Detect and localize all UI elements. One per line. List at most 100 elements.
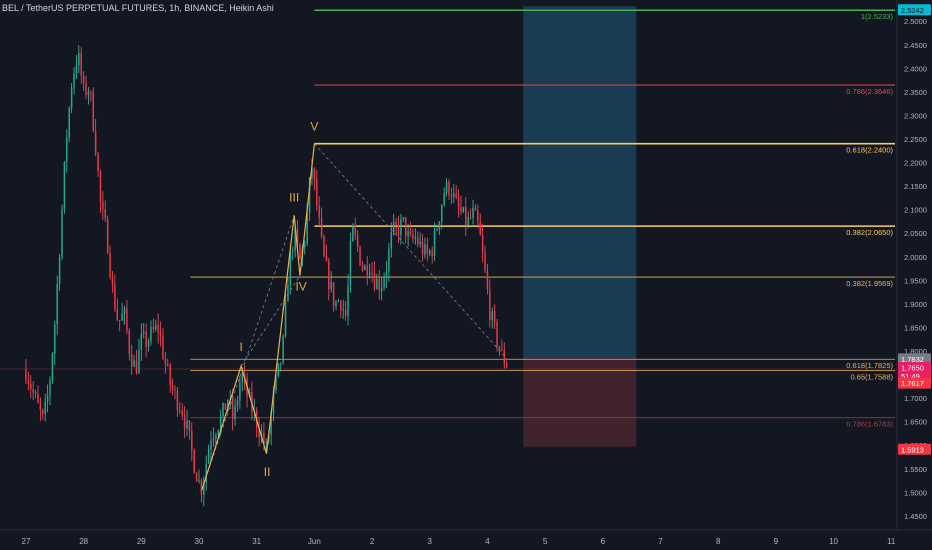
candle bbox=[51, 353, 54, 381]
candle bbox=[94, 130, 97, 154]
price-tag-label: 1.7650 bbox=[901, 363, 924, 372]
time-tick-label: 31 bbox=[252, 537, 261, 546]
candle bbox=[183, 415, 186, 429]
candle bbox=[390, 231, 393, 249]
price-tick-label: 2.0500 bbox=[904, 229, 927, 238]
candle bbox=[342, 309, 344, 311]
candle bbox=[414, 237, 417, 239]
candle bbox=[419, 241, 421, 245]
candle bbox=[102, 201, 104, 210]
chart-title: BEL / TetherUS PERPETUAL FUTURES, 1h, BI… bbox=[2, 3, 274, 13]
candle bbox=[484, 252, 486, 271]
candle bbox=[354, 225, 356, 235]
candle bbox=[352, 225, 354, 242]
price-tag bbox=[898, 443, 931, 455]
fib-level-label: 0.65(1.7588) bbox=[850, 372, 893, 381]
candle bbox=[138, 349, 140, 374]
candle bbox=[284, 301, 287, 336]
candle bbox=[73, 73, 75, 88]
candle bbox=[258, 427, 260, 437]
time-tick-label: 3 bbox=[428, 537, 433, 546]
price-tag-label: 1.7832 bbox=[901, 355, 924, 364]
candle bbox=[157, 325, 159, 332]
candle bbox=[308, 177, 311, 213]
candle bbox=[152, 327, 155, 330]
time-tick-label: 30 bbox=[195, 537, 204, 546]
candle bbox=[299, 243, 301, 260]
candle bbox=[193, 450, 195, 474]
price-tick-label: 2.3000 bbox=[904, 111, 927, 120]
price-tick-label: 1.6500 bbox=[904, 418, 927, 427]
position-zone-target[interactable] bbox=[523, 6, 637, 359]
time-tick-label: 28 bbox=[79, 537, 88, 546]
candle bbox=[486, 270, 489, 290]
candle bbox=[133, 360, 135, 367]
candle bbox=[78, 52, 80, 66]
candle bbox=[481, 235, 484, 253]
candle bbox=[176, 390, 179, 411]
price-tag bbox=[898, 377, 931, 389]
candle bbox=[191, 430, 193, 451]
price-tick-label: 1.9500 bbox=[904, 276, 927, 285]
time-tick-label: 2 bbox=[370, 537, 375, 546]
candle bbox=[63, 161, 66, 210]
candle bbox=[325, 256, 328, 261]
candle bbox=[56, 284, 58, 325]
candle bbox=[424, 244, 426, 255]
candle bbox=[25, 369, 27, 381]
price-axis-panel[interactable] bbox=[897, 0, 932, 550]
price-tag-label: 51:49 bbox=[901, 372, 920, 381]
candle bbox=[496, 321, 498, 347]
candle bbox=[188, 420, 191, 431]
candle bbox=[270, 413, 272, 435]
candle bbox=[32, 389, 34, 393]
elliott-wave-path[interactable] bbox=[201, 143, 315, 491]
candle bbox=[203, 481, 205, 495]
price-tick-label: 2.2500 bbox=[904, 135, 927, 144]
candle bbox=[236, 400, 239, 407]
candle bbox=[169, 364, 171, 386]
fib-level-label: 1(2.5233) bbox=[861, 12, 894, 21]
position-zone-stop[interactable] bbox=[523, 358, 637, 447]
price-tick-label: 1.8000 bbox=[904, 347, 927, 356]
wave-guide-line bbox=[240, 275, 301, 367]
wave-label: V bbox=[310, 119, 318, 133]
candle bbox=[30, 383, 32, 390]
candle bbox=[503, 349, 506, 364]
candle bbox=[140, 333, 143, 350]
time-tick-label: 29 bbox=[137, 537, 146, 546]
candle bbox=[296, 228, 299, 244]
candle bbox=[66, 137, 68, 162]
candle bbox=[82, 75, 85, 83]
candle bbox=[294, 228, 296, 251]
candle bbox=[130, 353, 133, 367]
candle bbox=[90, 91, 92, 93]
candle bbox=[316, 179, 318, 206]
candle bbox=[217, 430, 219, 436]
candle bbox=[58, 257, 61, 285]
time-axis-panel[interactable] bbox=[0, 530, 932, 550]
candle bbox=[349, 241, 352, 286]
candle bbox=[453, 193, 455, 198]
candle bbox=[373, 272, 376, 290]
candle bbox=[323, 236, 325, 257]
price-tag bbox=[898, 353, 931, 365]
candle bbox=[378, 278, 381, 291]
candle bbox=[361, 265, 364, 271]
candle bbox=[34, 392, 37, 394]
candle bbox=[150, 327, 152, 342]
candle bbox=[433, 229, 436, 257]
time-tick-label: 8 bbox=[716, 537, 721, 546]
candle bbox=[318, 205, 320, 218]
price-tick-label: 1.9000 bbox=[904, 300, 927, 309]
candle bbox=[388, 248, 390, 272]
candle bbox=[311, 168, 313, 178]
candle bbox=[436, 229, 438, 231]
candle bbox=[87, 91, 90, 96]
candle bbox=[224, 403, 227, 410]
candle bbox=[39, 402, 42, 410]
candle bbox=[155, 325, 157, 330]
candle bbox=[359, 246, 361, 266]
